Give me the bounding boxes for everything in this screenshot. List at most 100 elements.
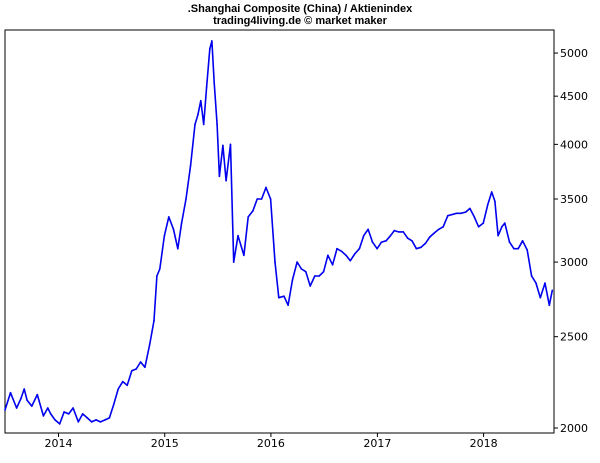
data-point [158, 268, 161, 270]
data-point [209, 48, 211, 50]
data-point [108, 417, 111, 419]
data-point [99, 421, 102, 423]
data-point [95, 419, 97, 421]
data-point [205, 86, 208, 88]
data-point [4, 409, 6, 411]
data-point [376, 247, 378, 250]
data-point [172, 228, 175, 231]
data-point [482, 222, 485, 224]
data-point [54, 419, 56, 421]
data-point [521, 240, 524, 242]
x-tick-label: 2014 [45, 437, 73, 450]
data-point [411, 240, 413, 242]
data-point [318, 275, 321, 277]
x-tick-label: 2015 [151, 437, 179, 450]
data-point [232, 261, 235, 263]
data-point [362, 234, 365, 237]
data-point [256, 198, 259, 200]
data-point [331, 264, 334, 266]
data-point [58, 423, 61, 425]
data-point [260, 198, 263, 200]
data-point [551, 289, 554, 292]
data-point [460, 212, 462, 215]
data-point [213, 81, 215, 84]
data-point [167, 216, 170, 218]
data-point [126, 384, 128, 387]
data-point [327, 254, 329, 257]
data-point [389, 234, 392, 237]
data-point [131, 370, 133, 372]
data-point [428, 236, 431, 238]
data-point [477, 226, 480, 228]
data-point [185, 198, 187, 200]
data-point [189, 164, 192, 167]
data-point [420, 246, 422, 249]
data-point [296, 261, 298, 263]
y-tick-label: 3500 [560, 193, 588, 206]
data-point [314, 275, 316, 277]
chart-subtitle: trading4living.de © market maker [213, 15, 387, 27]
data-point [202, 123, 205, 126]
data-point [243, 254, 245, 257]
data-point [526, 249, 529, 251]
data-point [77, 421, 80, 423]
data-point [367, 228, 369, 231]
data-point [229, 143, 232, 146]
data-point [36, 393, 39, 396]
data-point [163, 234, 166, 237]
data-point [15, 407, 18, 409]
data-point [469, 207, 471, 210]
data-point [517, 247, 520, 250]
data-point [486, 204, 489, 206]
y-tick-label: 4000 [560, 138, 588, 151]
data-point [508, 241, 511, 243]
data-point [283, 295, 285, 298]
data-point [113, 403, 115, 405]
data-point [451, 213, 453, 216]
data-point [49, 413, 52, 415]
data-point [349, 259, 352, 262]
data-point [247, 216, 250, 218]
data-point [63, 411, 65, 413]
data-point [117, 388, 119, 390]
data-point [46, 407, 49, 409]
data-point [20, 397, 22, 400]
data-point [345, 254, 347, 257]
data-point [90, 421, 93, 423]
data-point [104, 419, 106, 421]
data-point [180, 222, 183, 224]
data-point [30, 405, 33, 407]
data-point [442, 226, 444, 228]
data-point [539, 296, 542, 299]
data-point [42, 415, 45, 417]
data-point [530, 275, 533, 277]
y-tick-label: 5000 [560, 47, 588, 60]
data-point [156, 275, 158, 277]
data-point [548, 304, 551, 306]
data-point [211, 40, 213, 42]
data-point [424, 242, 427, 245]
x-tick-label: 2016 [257, 437, 285, 450]
data-point [433, 232, 435, 234]
data-point [274, 261, 276, 263]
data-point [309, 285, 311, 287]
y-tick-label: 3000 [560, 256, 588, 269]
data-point [513, 247, 515, 250]
data-point [393, 229, 396, 232]
data-point [277, 296, 280, 299]
data-point [415, 247, 418, 250]
x-axis: 2014 2015 2016 2017 2018 [45, 433, 498, 450]
x-tick-label: 2018 [470, 437, 498, 450]
data-point [216, 123, 218, 126]
data-point [86, 417, 89, 419]
data-point [148, 344, 151, 346]
data-point [144, 366, 146, 369]
data-point [535, 282, 537, 284]
data-point [358, 247, 361, 250]
data-point [473, 216, 476, 218]
data-point [497, 234, 499, 237]
data-point [67, 413, 70, 415]
data-point [447, 214, 449, 217]
data-point [504, 222, 506, 224]
data-point [177, 247, 179, 250]
